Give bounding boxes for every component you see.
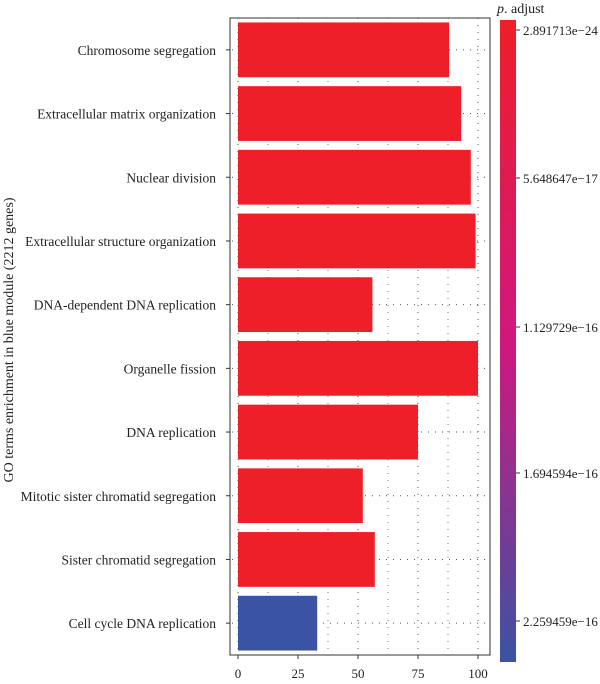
- colorbar-gradient: [500, 20, 516, 662]
- bar: [238, 468, 363, 524]
- category-label: DNA-dependent DNA replication: [34, 298, 216, 313]
- bar: [238, 404, 418, 460]
- colorbar-title-rest: . adjust: [504, 2, 545, 17]
- category-label: Extracellular matrix organization: [37, 107, 216, 122]
- x-tick-label: 75: [412, 666, 425, 681]
- x-axis: 0 25 50 75 100: [235, 655, 488, 681]
- bar: [238, 22, 450, 78]
- category-label: DNA replication: [126, 425, 216, 440]
- category-labels: Chromosome segregation Extracellular matr…: [21, 43, 230, 631]
- colorbar-ticks: 2.891713e−24 5.648647e−17 1.129729e−16 1.69…: [516, 23, 598, 629]
- bar: [238, 340, 478, 396]
- category-label: Nuclear division: [126, 170, 216, 185]
- bar: [238, 86, 462, 141]
- x-tick-label: 50: [352, 666, 365, 681]
- bar: [238, 149, 471, 205]
- category-label: Sister chromatid segregation: [62, 552, 217, 567]
- colorbar-tick-label: 2.259459e−16: [523, 614, 598, 629]
- x-tick-label: 0: [235, 666, 242, 681]
- x-tick-label: 100: [468, 666, 488, 681]
- bar: [238, 213, 476, 269]
- bar: [238, 532, 375, 587]
- colorbar-tick-label: 1.129729e−16: [523, 320, 598, 335]
- category-label: Chromosome segregation: [78, 43, 217, 58]
- x-tick-label: 25: [292, 666, 305, 681]
- colorbar-tick-label: 5.648647e−17: [523, 171, 598, 186]
- colorbar-tick-label: 2.891713e−24: [523, 23, 598, 38]
- colorbar: p. adjust 2.891713e−24 5.648647e−17 1.1297…: [496, 2, 598, 662]
- bars-group: [238, 22, 478, 651]
- category-label: Extracellular structure organization: [25, 234, 216, 249]
- bar: [238, 595, 318, 651]
- bar: [238, 277, 373, 333]
- category-label: Cell cycle DNA replication: [69, 616, 217, 631]
- colorbar-title-italic: p: [496, 2, 504, 17]
- y-axis-label: GO terms enrichment in blue module (2212…: [2, 197, 17, 482]
- category-label: Mitotic sister chromatid segregation: [21, 489, 217, 504]
- colorbar-tick-label: 1.694594e−16: [523, 466, 598, 481]
- colorbar-title: p. adjust: [496, 2, 545, 17]
- category-label: Organelle fission: [124, 361, 217, 376]
